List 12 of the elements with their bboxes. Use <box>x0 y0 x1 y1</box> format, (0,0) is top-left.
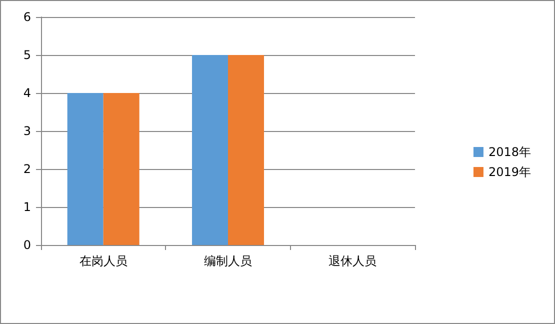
y-tick-label: 2 <box>23 162 31 176</box>
y-tick-label: 4 <box>23 86 31 100</box>
y-tick-label: 5 <box>23 48 31 62</box>
x-tick-label: 退休人员 <box>328 254 377 268</box>
x-tick-label: 编制人员 <box>204 254 252 268</box>
y-tick-label: 3 <box>23 124 31 138</box>
legend-label: 2019年 <box>488 165 532 179</box>
y-tick-label: 1 <box>23 200 31 214</box>
legend-label: 2018年 <box>488 145 532 159</box>
x-tick-label: 在岗人员 <box>79 254 128 268</box>
y-tick-label: 6 <box>23 10 31 24</box>
y-tick-label: 0 <box>23 238 31 252</box>
